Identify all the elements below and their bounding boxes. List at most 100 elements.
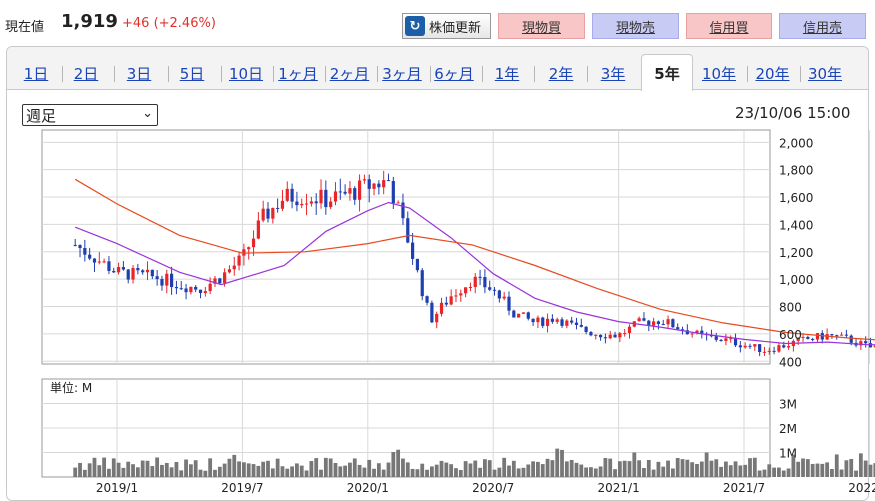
price-tick-label: 1,600: [779, 191, 813, 205]
date-tick-label: 2021/7: [723, 481, 765, 495]
candle-body: [478, 276, 482, 278]
tab-30y[interactable]: 30年: [807, 65, 843, 83]
candle-body: [223, 272, 227, 284]
volume-bar: [237, 461, 241, 477]
candle-body: [835, 335, 839, 337]
tab-1d[interactable]: 1日: [23, 65, 49, 83]
tab-2m[interactable]: 2ヶ月: [329, 65, 370, 83]
tab-5d[interactable]: 5日: [179, 65, 205, 83]
tab-1y[interactable]: 1年: [494, 65, 520, 83]
volume-bar: [815, 463, 820, 477]
candle-body: [78, 245, 82, 249]
volume-bar: [805, 459, 810, 477]
candle-body: [401, 202, 405, 219]
candle-body: [285, 188, 289, 201]
candle-body: [203, 291, 207, 294]
candle-body: [647, 320, 651, 326]
candle-body: [136, 268, 140, 271]
candle-body: [526, 312, 530, 319]
volume-bar: [560, 449, 564, 477]
volume-bar: [507, 465, 511, 477]
volume-bar: [323, 457, 328, 477]
volume-bar: [145, 460, 150, 477]
tab-2y[interactable]: 2年: [548, 65, 574, 83]
candle-body: [598, 334, 603, 338]
candle-body: [782, 345, 786, 348]
candle-body: [603, 337, 607, 339]
volume-bar: [376, 463, 381, 477]
volume-bar: [111, 458, 116, 477]
candle-body: [459, 293, 463, 296]
volume-bar: [555, 448, 560, 477]
date-axis-labels: 2019/1 2019/7 2020/1 2020/7 2021/1 2021/7 2022…: [96, 481, 875, 495]
tab-3d[interactable]: 3日: [126, 65, 152, 83]
tab-1m[interactable]: 1ヶ月: [278, 65, 318, 83]
volume-bar: [420, 463, 425, 477]
cash-sell-button[interactable]: 現物売: [592, 13, 679, 39]
margin-sell-button[interactable]: 信用売: [779, 13, 866, 39]
price-label: 現在値: [5, 20, 45, 35]
candle-body: [362, 179, 366, 181]
candle-body: [251, 238, 256, 248]
candle-body: [367, 179, 371, 189]
candle-body: [859, 341, 863, 346]
volume-bar: [131, 464, 135, 477]
volume-bar: [849, 459, 854, 477]
candle-body: [680, 329, 685, 331]
candle-body: [719, 339, 723, 341]
candle-body: [165, 273, 169, 286]
volume-bar: [415, 469, 420, 477]
volume-bar: [531, 461, 535, 477]
volume-bar: [102, 457, 107, 477]
candle-body: [786, 346, 791, 348]
candle-body: [179, 288, 183, 290]
tab-20y[interactable]: 20年: [755, 65, 790, 83]
candle-body: [444, 302, 448, 305]
tab-6m[interactable]: 6ヶ月: [434, 65, 474, 83]
date-tick-label: 2019/7: [221, 481, 263, 495]
volume-bar: [738, 465, 743, 477]
candle-body: [642, 318, 646, 321]
volume-bar: [410, 468, 415, 477]
candle-body: [276, 207, 280, 209]
volume-bar: [266, 460, 270, 477]
tab-5y[interactable]: 5年: [641, 54, 693, 91]
tab-3m[interactable]: 3ヶ月: [382, 65, 422, 83]
tab-3y[interactable]: 3年: [600, 65, 626, 83]
period-select[interactable]: 週足 ⌄: [22, 104, 158, 126]
volume-bar: [174, 461, 179, 477]
candle-body: [806, 336, 810, 339]
volume-bar: [401, 458, 405, 477]
volume-bar: [569, 459, 574, 477]
price-axis-labels: 400 600 800 1,000 1,200 1,400 1,600 1,800 2,000: [779, 136, 813, 369]
candle-body: [565, 320, 569, 326]
chevron-down-icon: ⌄: [142, 106, 153, 121]
volume-bar: [78, 462, 82, 477]
volume-bar: [140, 460, 145, 477]
cash-buy-button[interactable]: 現物買: [498, 13, 585, 39]
tab-10y[interactable]: 10年: [701, 65, 737, 83]
tab-10d[interactable]: 10日: [228, 65, 264, 83]
candle-body: [796, 337, 800, 341]
candle-body: [656, 321, 661, 324]
refresh-price-button[interactable]: ↻ 株価更新: [402, 13, 491, 39]
volume-bar: [348, 462, 352, 477]
refresh-price-label: 株価更新: [429, 20, 482, 36]
candle-body: [338, 191, 342, 193]
candle-body: [473, 276, 477, 288]
ma-long-line: [74, 178, 875, 341]
candle-body: [550, 318, 554, 322]
candle-body: [815, 333, 820, 340]
volume-bar: [651, 469, 656, 477]
margin-buy-button[interactable]: 信用買: [686, 13, 772, 39]
candle-body: [483, 277, 487, 288]
search-icon: ↻: [405, 16, 425, 36]
volume-bar: [434, 464, 439, 477]
volume-bar: [367, 459, 372, 477]
candle-body: [830, 334, 834, 336]
candle-body: [396, 202, 400, 204]
volume-axis-labels: 1M 2M 3M: [779, 398, 797, 461]
tab-2d[interactable]: 2日: [73, 65, 99, 83]
candle-body: [464, 287, 468, 294]
